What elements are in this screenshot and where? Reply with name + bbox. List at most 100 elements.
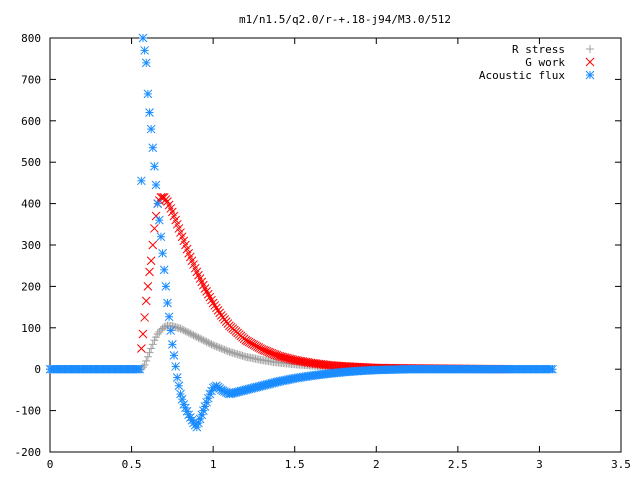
data-point xyxy=(222,346,231,355)
data-point xyxy=(214,343,223,352)
legend-marker xyxy=(585,57,595,67)
data-point xyxy=(186,329,195,338)
x-tick-label: 3 xyxy=(536,458,543,471)
data-point xyxy=(212,303,221,313)
data-point xyxy=(143,89,153,99)
data-point xyxy=(166,326,176,335)
data-point xyxy=(199,336,208,345)
data-point xyxy=(264,347,273,357)
data-point xyxy=(191,332,200,341)
data-point xyxy=(217,344,226,353)
data-point xyxy=(135,364,145,374)
data-point xyxy=(267,348,277,358)
data-point xyxy=(269,349,278,359)
data-point xyxy=(282,353,291,363)
legend-label: R stress xyxy=(512,43,565,56)
data-point xyxy=(156,232,166,242)
data-point xyxy=(174,381,184,391)
data-point xyxy=(260,346,270,356)
data-point xyxy=(158,324,167,333)
data-point xyxy=(158,248,167,258)
data-point xyxy=(154,215,164,225)
data-point xyxy=(218,345,227,354)
data-point xyxy=(138,329,148,339)
y-tick-label: 700 xyxy=(21,73,41,86)
data-point xyxy=(140,313,149,322)
data-point xyxy=(215,343,224,352)
data-point xyxy=(150,161,159,171)
x-tick-label: 1.5 xyxy=(285,458,305,471)
y-tick-label: 500 xyxy=(21,156,41,169)
data-point xyxy=(145,348,154,357)
data-point xyxy=(275,352,285,361)
data-point xyxy=(153,199,163,208)
y-tick-label: -200 xyxy=(15,446,42,459)
data-point xyxy=(145,267,154,277)
series-layer xyxy=(45,33,557,432)
data-point xyxy=(141,58,151,68)
data-point xyxy=(200,284,210,293)
data-point xyxy=(150,224,159,233)
data-point xyxy=(169,351,179,360)
data-point xyxy=(147,344,156,353)
data-point xyxy=(278,352,288,362)
data-point xyxy=(184,328,193,337)
data-point xyxy=(203,289,213,299)
data-point xyxy=(223,347,232,356)
data-point xyxy=(212,342,221,351)
data-point xyxy=(207,295,216,305)
data-point xyxy=(283,354,293,363)
legend-marker xyxy=(585,70,595,80)
data-point xyxy=(272,350,282,360)
y-tick-label: 300 xyxy=(21,239,41,252)
data-point xyxy=(181,327,190,336)
data-point xyxy=(163,298,172,308)
data-point xyxy=(151,211,161,221)
data-point xyxy=(200,337,209,346)
data-point xyxy=(280,353,290,362)
y-tick-label: 800 xyxy=(21,32,41,45)
data-point xyxy=(141,296,151,306)
data-point xyxy=(137,176,146,186)
data-point xyxy=(265,348,275,357)
data-point xyxy=(208,298,218,308)
data-point xyxy=(196,334,205,343)
data-point xyxy=(205,292,215,302)
data-point xyxy=(207,340,216,349)
data-point xyxy=(164,312,174,322)
series-g-work xyxy=(137,193,512,374)
data-point xyxy=(210,301,220,310)
data-point xyxy=(137,344,146,353)
data-point xyxy=(262,346,272,356)
data-point xyxy=(187,330,196,339)
data-point xyxy=(202,337,211,346)
data-point xyxy=(148,240,158,250)
data-point xyxy=(220,345,229,354)
data-point xyxy=(148,143,158,153)
data-point xyxy=(153,330,162,339)
data-point xyxy=(183,327,192,336)
x-tick-label: 2.5 xyxy=(448,458,468,471)
data-point xyxy=(142,356,151,365)
data-point xyxy=(277,352,287,362)
data-point xyxy=(171,362,180,371)
legend-marker xyxy=(586,45,594,53)
y-tick-label: 100 xyxy=(21,322,41,335)
data-point xyxy=(148,340,157,349)
data-point xyxy=(168,340,177,349)
data-point xyxy=(172,373,182,382)
data-point xyxy=(177,394,187,404)
data-point xyxy=(155,327,164,336)
data-point xyxy=(179,326,188,335)
data-point xyxy=(176,324,185,333)
data-point xyxy=(156,193,166,202)
x-tick-label: 0 xyxy=(47,458,54,471)
data-point xyxy=(189,331,198,340)
y-tick-label: 400 xyxy=(21,198,41,211)
chart-title: m1/n1.5/q2.0/r-+.18-j94/M3.0/512 xyxy=(239,13,451,26)
data-point xyxy=(194,333,203,342)
data-point xyxy=(138,33,148,43)
legend-label: Acoustic flux xyxy=(479,69,565,82)
